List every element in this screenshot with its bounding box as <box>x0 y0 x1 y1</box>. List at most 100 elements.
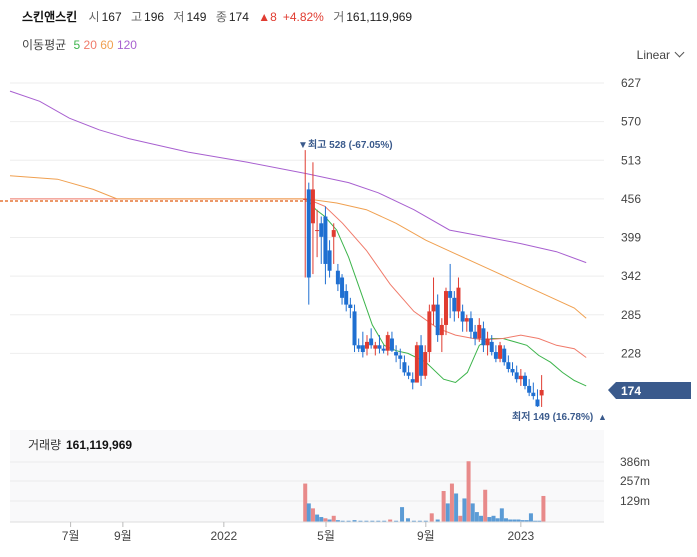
candle-body <box>423 352 428 376</box>
volume-bar <box>303 483 308 522</box>
candle-body <box>443 291 448 325</box>
volume-value: 161,119,969 <box>346 10 413 24</box>
y-tick-label: 399 <box>621 231 641 245</box>
y-tick-label: 285 <box>621 308 641 322</box>
candle-body <box>498 345 503 359</box>
volume-bar <box>340 520 345 522</box>
volume-bar <box>499 508 504 522</box>
volume-bar <box>417 520 422 522</box>
low-annotation-arrow-icon: ▲ <box>598 412 607 422</box>
candle-body <box>385 335 390 351</box>
candlesticks <box>303 150 544 407</box>
candle-body <box>427 311 432 353</box>
volume-bar <box>435 519 440 522</box>
scale-dropdown[interactable]: Linear <box>636 47 685 62</box>
candle-body <box>456 287 461 312</box>
volume-bar <box>429 513 434 522</box>
candle-body <box>398 355 403 359</box>
candle-body <box>364 341 369 349</box>
volume-label: 거 <box>333 10 345 24</box>
volume-bar <box>331 515 336 522</box>
ma-5-line <box>306 198 587 387</box>
volume-bar <box>537 520 542 522</box>
volume-bar <box>370 520 375 522</box>
candle-body <box>502 348 507 363</box>
x-tick-label: 2022 <box>210 529 237 543</box>
change-value: 8 <box>270 10 277 24</box>
volume-tick-386m: 386m <box>620 455 650 469</box>
candle-body <box>394 352 399 356</box>
volume-bar <box>487 517 492 522</box>
moving-average-legend[interactable]: 이동평균 5 20 60 120 <box>22 36 137 53</box>
ma-120-label: 120 <box>116 38 137 52</box>
moving-average-lines <box>9 90 587 387</box>
volume-bar <box>454 493 459 522</box>
volume-bar <box>364 520 369 522</box>
y-tick-label: 627 <box>621 76 641 90</box>
candle-body <box>510 368 515 373</box>
x-tick-label: 9월 <box>114 529 132 543</box>
volume-bar <box>508 519 513 522</box>
candle-body <box>539 390 544 396</box>
low-annotation: 최저 149 (16.78%) <box>512 410 593 423</box>
scale-label: Linear <box>636 48 670 62</box>
volume-bar <box>306 503 311 522</box>
candle-body <box>485 338 490 346</box>
volume-bar <box>405 518 410 522</box>
volume-bar <box>382 520 387 522</box>
volume-bar <box>516 519 521 522</box>
candle-body <box>464 318 469 322</box>
candle-body <box>389 338 394 351</box>
candle-body <box>419 345 424 376</box>
candle-body <box>402 362 407 373</box>
candle-body <box>327 250 332 271</box>
open-value: 167 <box>101 10 122 24</box>
candle-body <box>514 372 519 380</box>
high-label: 고 <box>130 10 143 24</box>
candle-body <box>356 345 361 349</box>
x-tick-label: 5월 <box>317 529 335 543</box>
volume-bar <box>411 520 416 522</box>
y-tick-label: 513 <box>621 153 641 167</box>
volume-bar <box>323 518 328 522</box>
stock-name[interactable]: 스킨앤스킨 <box>22 10 78 24</box>
volume-bar <box>524 520 529 522</box>
ma-60-line <box>9 175 587 319</box>
candle-body <box>360 345 365 353</box>
candle-body <box>303 198 308 200</box>
candle-body <box>506 362 511 369</box>
candle-body <box>452 297 457 312</box>
candle-body <box>410 379 415 383</box>
volume-bar <box>483 489 488 522</box>
ma-legend-label: 이동평균 <box>22 38 67 52</box>
y-tick-label: 456 <box>621 192 641 206</box>
candle-body <box>414 345 419 383</box>
candle-body <box>473 331 478 339</box>
time-axis: 7월 9월 2022 5월 9월 2023 <box>62 522 535 543</box>
current-price-text: 174 <box>621 384 641 398</box>
up-triangle-icon: ▲ <box>258 10 271 24</box>
volume-panel-value: 161,119,969 <box>66 438 132 452</box>
volume-bar <box>376 520 381 522</box>
price-axis: 627 570 513 456 399 342 285 228 <box>621 76 641 360</box>
candle-body <box>381 348 386 351</box>
x-tick-label: 9월 <box>417 529 435 543</box>
candle-body <box>373 345 378 349</box>
candle-body <box>522 375 527 386</box>
volume-bar <box>358 520 363 522</box>
volume-bar <box>315 514 320 522</box>
volume-bar <box>346 520 351 522</box>
candle-body <box>531 392 536 397</box>
volume-bar <box>335 520 340 522</box>
ma-5-label: 5 <box>73 38 81 52</box>
volume-bar <box>400 507 405 522</box>
candle-body <box>489 341 494 353</box>
ma-20-line <box>10 198 587 358</box>
volume-bar <box>470 503 475 522</box>
high-value: 196 <box>144 10 165 24</box>
y-tick-label: 570 <box>621 115 641 129</box>
volume-bar <box>512 519 517 522</box>
candle-body <box>477 324 482 339</box>
volume-bar <box>541 495 546 522</box>
